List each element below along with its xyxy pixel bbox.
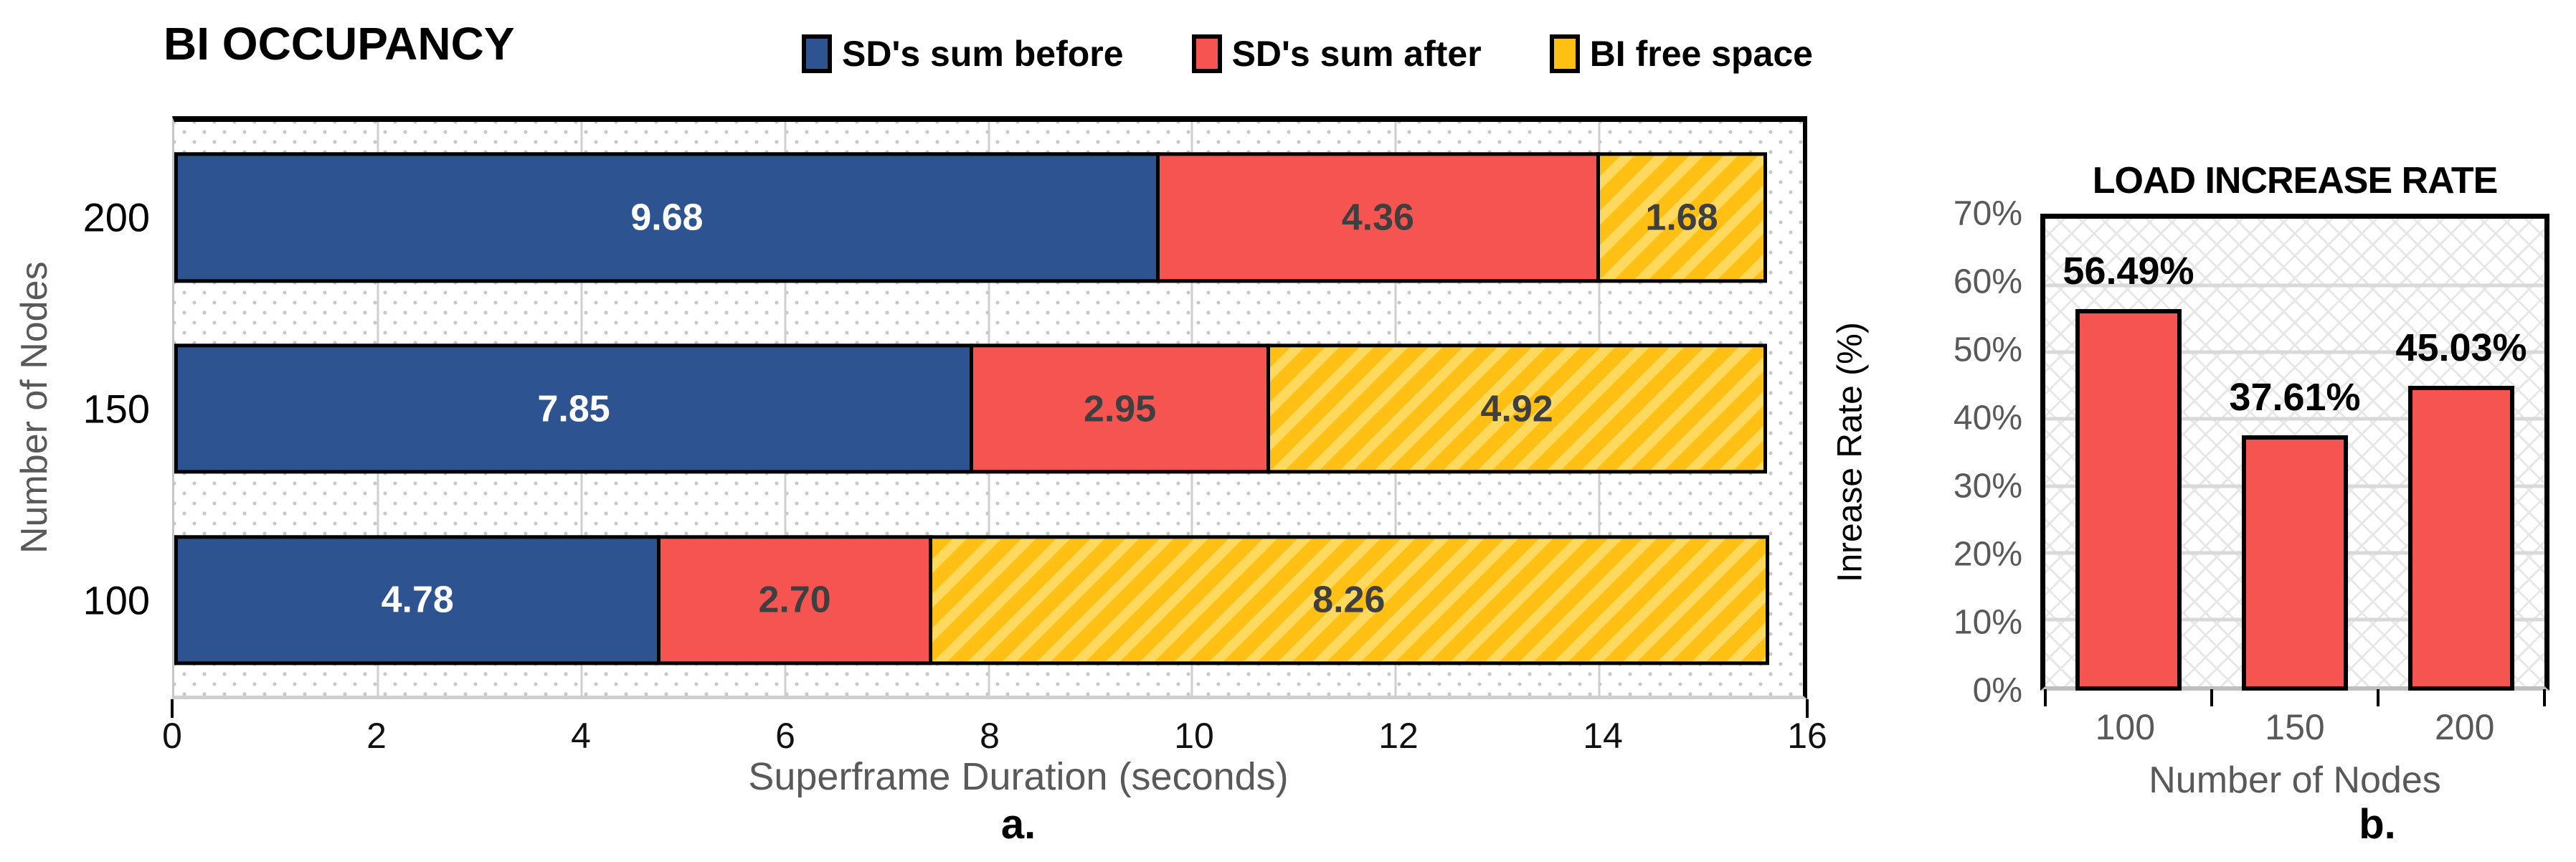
bar-value-label: 2.95 <box>1083 387 1157 430</box>
stacked-bar: 4.78 2.70 8.26 <box>174 535 1803 666</box>
bar <box>2075 308 2182 691</box>
legend-label: SD's sum before <box>842 34 1124 74</box>
x-tick-label: 0 <box>162 716 182 756</box>
gridline <box>2045 350 2544 354</box>
bar-segment: 1.68 <box>1596 152 1768 283</box>
bar <box>2408 385 2514 691</box>
gridline <box>2045 417 2544 421</box>
left-chart-title: BI OCCUPANCY <box>164 18 515 70</box>
y-tick-label: 70% <box>1953 194 2022 233</box>
bar-segment: 9.68 <box>174 152 1160 283</box>
y-tick-label: 50% <box>1953 331 2022 369</box>
x-tick-label: 8 <box>980 716 1000 756</box>
legend-swatch-yellow <box>1549 34 1580 73</box>
x-tick-label: 10 <box>1174 716 1214 756</box>
category-label: 100 <box>2095 707 2156 747</box>
legend-item-sd-sum-after: SD's sum after <box>1191 33 1482 75</box>
y-tick-label: 40% <box>1953 399 2022 437</box>
category-label: 200 <box>2434 707 2495 747</box>
right-y-axis-ticks: 0% 10% 20% 30% 40% 50% 60% 70% <box>1879 195 2022 710</box>
y-tick-label: 60% <box>1953 262 2022 301</box>
y-tick-label: 20% <box>1953 535 2022 574</box>
right-plot-area: 56.49% 37.61% 45.03% <box>2040 214 2549 706</box>
bar-value-label: 8.26 <box>1312 579 1386 621</box>
bar-row: 200 9.68 4.36 1.68 <box>83 122 1803 313</box>
bar-value-label: 4.92 <box>1480 387 1553 430</box>
legend-swatch-red <box>1191 34 1222 73</box>
left-x-axis-ticks: 0 2 4 6 8 10 12 14 16 <box>162 699 1827 757</box>
bar-value-label: 2.70 <box>758 579 831 621</box>
y-tick-label: 0% <box>1972 671 2022 710</box>
right-x-axis-categories: 100 150 200 <box>2040 706 2549 748</box>
left-y-axis-title: Number of Nodes <box>14 261 55 554</box>
x-tick-label: 4 <box>571 716 591 756</box>
bar-segment: 2.95 <box>970 344 1270 474</box>
left-x-axis-title: Superframe Duration (seconds) <box>748 755 1289 798</box>
stacked-bar: 7.85 2.95 4.92 <box>174 344 1803 474</box>
y-tick-label: 10% <box>1953 603 2022 642</box>
category-label: 150 <box>82 386 150 432</box>
bar-value-label: 7.85 <box>537 387 610 430</box>
axis-tick-mark <box>2377 689 2380 706</box>
bar-segment: 8.26 <box>928 535 1770 666</box>
bar-slot: 37.61% <box>2212 219 2380 706</box>
category-label: 100 <box>82 577 150 623</box>
data-label: 45.03% <box>2395 326 2527 369</box>
gridline <box>2045 283 2544 288</box>
bar-value-label: 4.36 <box>1341 196 1414 239</box>
axis-tick-mark <box>2044 689 2047 706</box>
legend-label: SD's sum after <box>1231 34 1482 74</box>
axis-tick-mark <box>1806 699 1809 718</box>
category-label: 150 <box>2265 707 2325 747</box>
stacked-bar: 9.68 4.36 1.68 <box>174 152 1803 283</box>
bar-value-label: 4.78 <box>381 579 454 621</box>
data-label: 37.61% <box>2229 375 2361 419</box>
legend: SD's sum before SD's sum after BI free s… <box>802 33 1813 75</box>
x-tick-label: 2 <box>366 716 387 756</box>
y-tick-label: 30% <box>1953 467 2022 506</box>
bar-value-label: 9.68 <box>630 196 704 239</box>
legend-swatch-blue <box>802 34 832 73</box>
bar-slot: 56.49% <box>2044 219 2213 706</box>
legend-label: BI free space <box>1589 34 1813 74</box>
legend-item-sd-sum-before: SD's sum before <box>802 33 1124 75</box>
axis-tick-mark <box>2210 689 2213 706</box>
right-x-axis-title: Number of Nodes <box>2149 759 2441 801</box>
bar-segment: 4.36 <box>1155 152 1600 283</box>
bar-slot: 45.03% <box>2378 219 2546 706</box>
bar-segment: 4.78 <box>174 535 661 666</box>
right-chart-caption: b. <box>2359 801 2396 848</box>
category-label: 200 <box>82 194 150 240</box>
x-tick-label: 6 <box>775 716 795 756</box>
bar-segment: 2.70 <box>657 535 932 666</box>
bar <box>2242 435 2348 691</box>
legend-item-bi-free-space: BI free space <box>1549 33 1813 75</box>
data-label: 56.49% <box>2063 249 2194 293</box>
bar-row: 100 4.78 2.70 8.26 <box>83 504 1803 696</box>
bar-segment: 4.92 <box>1266 344 1768 474</box>
axis-tick-mark <box>2543 689 2546 706</box>
left-chart-caption: a. <box>1000 801 1036 848</box>
x-tick-label: 12 <box>1378 716 1419 756</box>
x-tick-label: 14 <box>1583 716 1623 756</box>
bar-row: 150 7.85 2.95 4.92 <box>83 313 1803 505</box>
right-y-axis-title: Inrease Rate (%) <box>1831 322 1870 582</box>
right-chart-title: LOAD INCREASE RATE <box>2092 160 2499 202</box>
axis-tick-mark <box>171 699 174 718</box>
left-plot-area: 200 9.68 4.36 1.68 150 7.85 2.95 4.92 100 4.78 2.7… <box>83 116 1807 699</box>
x-tick-label: 16 <box>1787 716 1827 756</box>
bar-value-label: 1.68 <box>1645 196 1718 239</box>
bar-segment: 7.85 <box>174 344 974 474</box>
